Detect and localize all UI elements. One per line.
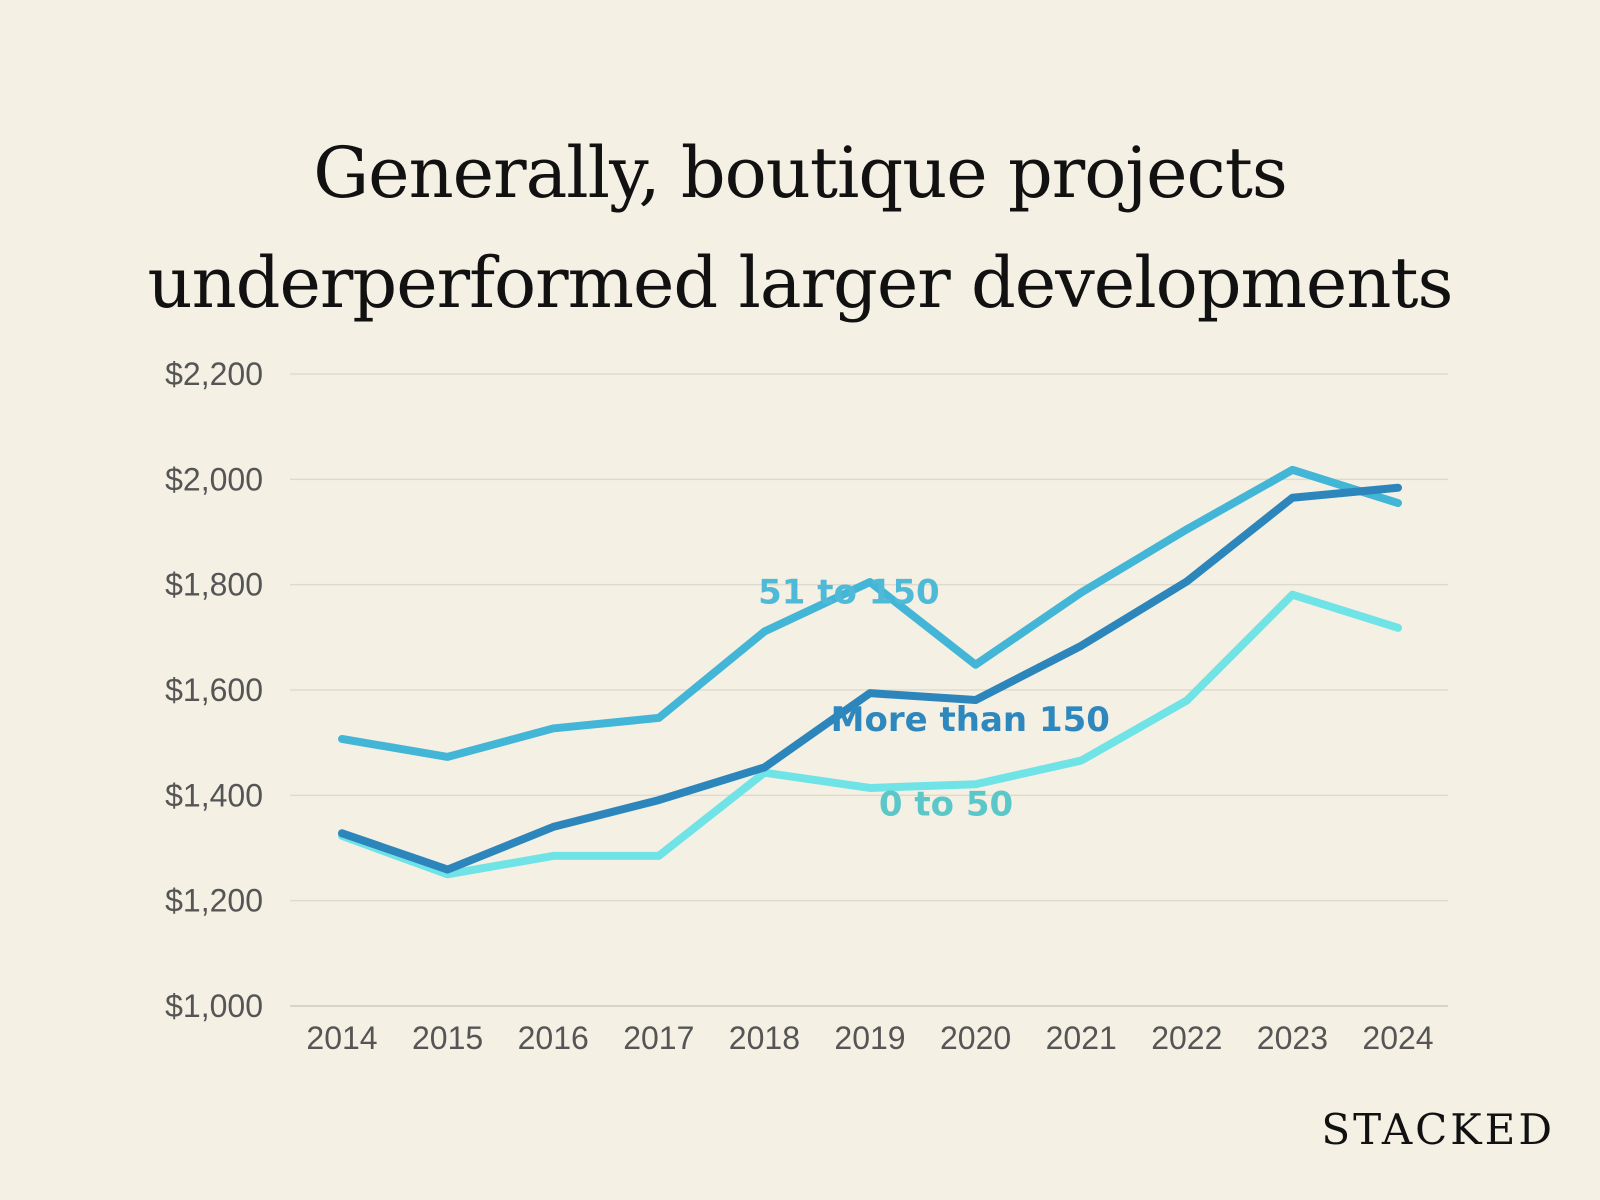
x-tick-label: 2015 bbox=[412, 1020, 483, 1056]
y-tick-label: $2,000 bbox=[165, 461, 263, 497]
x-tick-label: 2020 bbox=[940, 1020, 1011, 1056]
x-tick-label: 2022 bbox=[1151, 1020, 1222, 1056]
chart-title-line-2: underperformed larger developments bbox=[147, 242, 1454, 324]
chart-title-line-1: Generally, boutique projects bbox=[313, 132, 1288, 214]
series-line-51-to-150 bbox=[338, 465, 1402, 761]
y-tick-label: $1,400 bbox=[165, 777, 263, 813]
x-tick-label: 2023 bbox=[1257, 1020, 1328, 1056]
series-labels: 51 to 150 More than 150 0 to 50 bbox=[758, 573, 1110, 825]
series-label-0-to-50: 0 to 50 bbox=[879, 784, 1013, 824]
series-label-more-than-150: More than 150 bbox=[831, 700, 1110, 740]
series-lines bbox=[338, 465, 1402, 879]
y-tick-label: $1,600 bbox=[165, 672, 263, 708]
x-tick-label: 2018 bbox=[729, 1020, 800, 1056]
x-tick-label: 2019 bbox=[834, 1020, 905, 1056]
y-tick-label: $1,800 bbox=[165, 567, 263, 603]
series-line-more-than-150 bbox=[338, 483, 1402, 874]
x-tick-label: 2016 bbox=[518, 1020, 589, 1056]
x-tick-label: 2024 bbox=[1362, 1020, 1433, 1056]
x-tick-label: 2014 bbox=[306, 1020, 377, 1056]
x-tick-label: 2021 bbox=[1046, 1020, 1117, 1056]
y-axis-ticks: $1,000 $1,200 $1,400 $1,600 $1,800 $2,000 $2,2… bbox=[165, 356, 263, 1024]
brand-logo: STACKED bbox=[1321, 1105, 1555, 1154]
y-tick-label: $2,200 bbox=[165, 356, 263, 392]
x-tick-label: 2017 bbox=[623, 1020, 694, 1056]
gridlines bbox=[290, 373, 1448, 1007]
x-axis-ticks: 2014 2015 2016 2017 2018 2019 2020 2021 2022 2023… bbox=[306, 1020, 1433, 1056]
series-label-51-to-150: 51 to 150 bbox=[758, 573, 940, 613]
y-tick-label: $1,200 bbox=[165, 883, 263, 919]
chart-title: Generally, boutique projects underperfor… bbox=[0, 118, 1600, 338]
series-line-0-to-50 bbox=[338, 590, 1402, 879]
y-tick-label: $1,000 bbox=[165, 988, 263, 1024]
